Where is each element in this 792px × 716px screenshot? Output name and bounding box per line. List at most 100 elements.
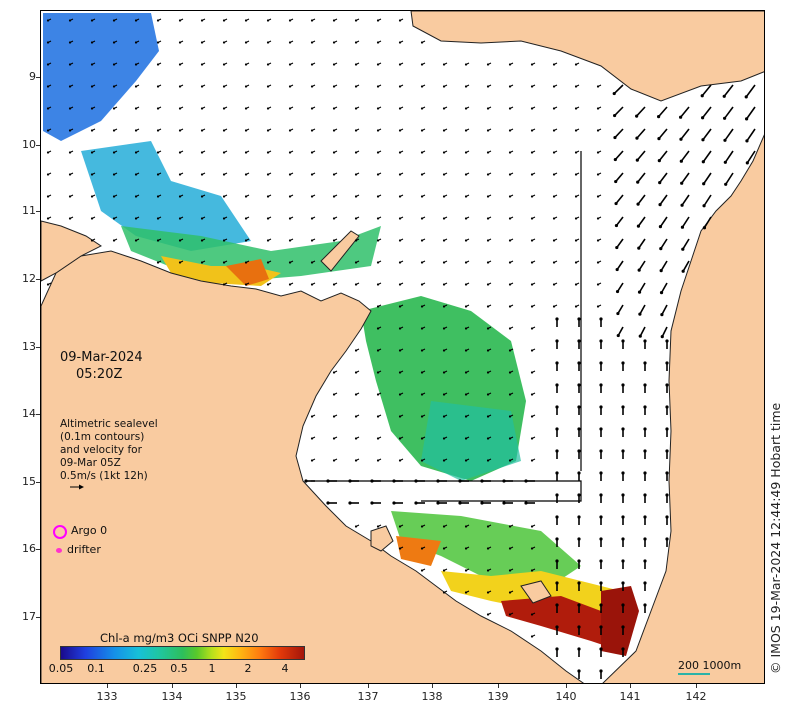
velocity-vector-head [288, 283, 292, 286]
velocity-vector-head [502, 501, 506, 505]
velocity-vector-head [310, 415, 314, 418]
velocity-vector-head [665, 449, 669, 453]
velocity-vector-head [596, 173, 600, 176]
velocity-vector-head [288, 173, 292, 176]
velocity-vector [724, 150, 734, 163]
land-melville-island [41, 220, 102, 282]
velocity-vector-head [222, 151, 226, 154]
velocity-vector-head [200, 151, 204, 154]
velocity-vector-head [310, 41, 314, 44]
velocity-vector-head [681, 269, 685, 273]
velocity-vector-head [90, 107, 94, 110]
velocity-vector-head [665, 405, 669, 409]
velocity-vector-head [46, 195, 50, 198]
velocity-vector-head [266, 195, 270, 198]
velocity-vector-head [643, 603, 647, 607]
velocity-vector-head [310, 283, 314, 286]
velocity-vector-head [376, 437, 380, 440]
velocity-vector-head [552, 107, 556, 110]
velocity-vector-head [68, 195, 72, 198]
velocity-vector [661, 326, 668, 338]
velocity-vector-head [464, 371, 468, 374]
velocity-vector-head [596, 261, 600, 264]
lat-tick-14: 14 [0, 407, 40, 421]
velocity-vector-head [354, 283, 358, 286]
velocity-vector-head [376, 151, 380, 154]
velocity-vector-head [332, 459, 336, 462]
velocity-vector-head [643, 581, 647, 585]
velocity-vector-head [680, 181, 684, 185]
velocity-vector-head [420, 41, 424, 44]
lon-tick-139: 139 [478, 684, 518, 703]
velocity-vector-head [486, 107, 490, 110]
velocity-vector-head [464, 305, 468, 308]
velocity-vector-head [702, 182, 706, 186]
velocity-vector-head [354, 129, 358, 132]
velocity-vector-head [332, 415, 336, 418]
velocity-vector-head [486, 151, 490, 154]
velocity-vector-head [596, 129, 600, 132]
velocity-vector-head [480, 501, 484, 505]
velocity-vector-head [577, 471, 581, 475]
velocity-vector [638, 282, 646, 293]
velocity-vector-head [398, 151, 402, 154]
velocity-vector-head [46, 283, 50, 286]
velocity-vector-head [90, 19, 94, 22]
velocity-vector-head [442, 217, 446, 220]
velocity-vector-head [200, 41, 204, 44]
velocity-vector-head [665, 493, 669, 497]
velocity-vector-head [178, 217, 182, 220]
velocity-vector-head [621, 515, 625, 519]
velocity-vector-head [288, 85, 292, 88]
velocity-vector-head [134, 173, 138, 176]
velocity-vector-head [112, 151, 116, 154]
velocity-vector-head [643, 471, 647, 475]
velocity-vector-head [577, 581, 581, 585]
velocity-vector-head [613, 157, 617, 162]
velocity-vector-head [464, 327, 468, 330]
velocity-vector-head [332, 107, 336, 110]
land-new-guinea [410, 11, 764, 102]
velocity-vector-head [332, 239, 336, 242]
velocity-vector-head [680, 203, 684, 207]
velocity-vector-head [398, 305, 402, 308]
velocity-vector [659, 216, 668, 228]
velocity-vector-head [288, 195, 292, 198]
velocity-vector-head [552, 151, 556, 154]
lat-tick-16: 16 [0, 542, 40, 556]
map-frame[interactable] [40, 10, 765, 684]
velocity-vector [637, 172, 646, 183]
velocity-vector-head [530, 415, 534, 418]
velocity-vector-head [420, 415, 424, 418]
velocity-vector-head [354, 393, 358, 396]
velocity-vector-head [577, 339, 581, 343]
velocity-vector-head [90, 63, 94, 66]
velocity-vector-head [376, 41, 380, 44]
velocity-vector [703, 216, 712, 229]
velocity-vector-head [442, 63, 446, 66]
colorbar-tick-2: 2 [244, 662, 252, 675]
velocity-vector-head [376, 239, 380, 242]
velocity-vector-head [112, 107, 116, 110]
velocity-vector-head [398, 217, 402, 220]
velocity-vector-head [222, 283, 226, 286]
velocity-vector-head [665, 537, 669, 541]
velocity-vector-head [530, 305, 534, 308]
velocity-vector-head [638, 334, 642, 338]
velocity-vector-head [134, 85, 138, 88]
velocity-vector [636, 150, 646, 161]
velocity-vector-head [702, 204, 706, 208]
contour-line-south [311, 480, 582, 502]
velocity-vector-head [398, 437, 402, 440]
velocity-vector-head [637, 246, 641, 250]
colorbar-tick-1: 1 [208, 662, 216, 675]
velocity-vector-head [244, 217, 248, 220]
velocity-vector [681, 172, 690, 184]
velocity-vector-head [530, 349, 534, 352]
velocity-vector-head [464, 239, 468, 242]
velocity-vector-head [442, 459, 446, 462]
velocity-vector-head [310, 239, 314, 242]
velocity-vector-head [679, 159, 683, 163]
velocity-vector-head [508, 239, 512, 242]
lon-tick-140: 140 [546, 684, 586, 703]
